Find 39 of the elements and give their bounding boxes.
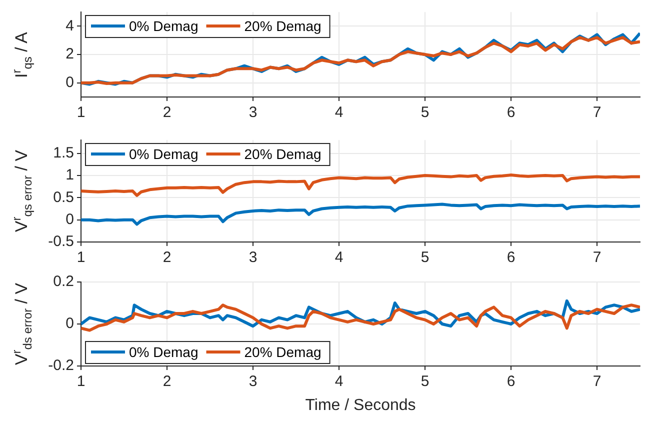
x-tick-label: 3 [248,373,258,390]
y-tick-label: 0 [66,315,74,332]
x-tick-label: 2 [162,249,172,266]
x-tick-label: 5 [420,104,430,122]
y-tick-label: 0 [66,74,74,91]
x-tick-label: 7 [592,373,602,390]
x-tick-label: 1 [76,104,86,122]
x-axis-title: Time / Seconds [305,397,416,415]
legend-label: 20% Demag [244,146,322,162]
y-tick-label: 0.2 [53,273,74,290]
y-tick-label: -0.2 [48,357,74,374]
x-tick-label: 6 [506,373,516,390]
x-tick-label: 4 [334,249,344,266]
y-tick-label: 4 [66,17,74,34]
x-tick-label: 5 [420,373,430,390]
x-tick-label: 5 [420,249,430,266]
legend-label: 0% Demag [129,146,198,162]
legend-label: 20% Demag [244,344,322,360]
y-tick-label: 1 [66,166,74,184]
x-tick-label: 6 [506,104,516,122]
y-tick-label: 2 [66,46,74,63]
x-tick-label: 7 [592,104,602,122]
x-tick-label: 3 [248,249,258,266]
x-tick-label: 7 [592,249,602,266]
x-tick-label: 3 [248,104,258,122]
x-tick-label: 2 [162,104,172,122]
y-tick-label: 0 [66,210,74,228]
x-tick-label: 4 [334,104,344,122]
x-tick-label: 6 [506,249,516,266]
x-tick-label: 1 [76,249,86,266]
x-tick-label: 4 [334,373,344,390]
legend-label: 0% Demag [129,344,198,360]
legend-label: 0% Demag [129,18,198,34]
y-tick-label: 0.5 [53,188,74,206]
y-tick-label: -0.5 [48,233,74,250]
x-tick-label: 1 [76,373,86,390]
y-tick-label: 1.5 [53,144,74,162]
legend-label: 20% Demag [244,18,322,34]
x-tick-label: 2 [162,373,172,390]
